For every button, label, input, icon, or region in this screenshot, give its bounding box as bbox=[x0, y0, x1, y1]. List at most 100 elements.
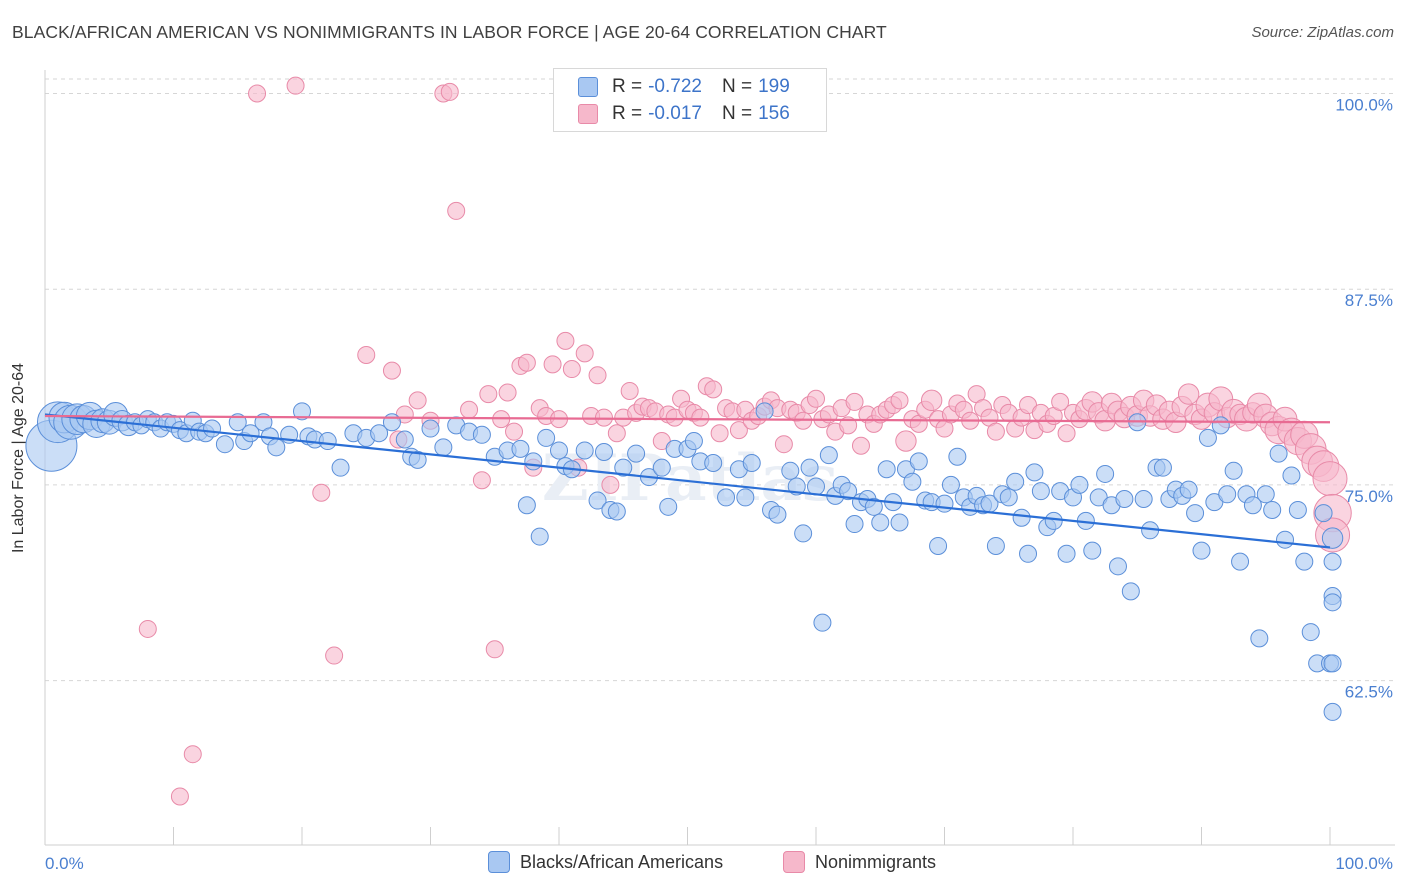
blue-point bbox=[999, 488, 1018, 507]
blue-point bbox=[1153, 458, 1172, 477]
blue-point bbox=[781, 461, 800, 480]
pink-point bbox=[505, 422, 524, 441]
pink-point bbox=[594, 408, 613, 427]
blue-point bbox=[704, 453, 723, 472]
x-tick-label: 0.0% bbox=[45, 854, 84, 873]
stats-legend-row-blue: R = -0.722 N = 199 bbox=[578, 75, 790, 99]
blue-point bbox=[1121, 582, 1140, 601]
blue-point bbox=[768, 505, 787, 524]
blue-point bbox=[717, 488, 736, 507]
blue-point bbox=[1295, 552, 1314, 571]
blue-point bbox=[370, 424, 389, 443]
blue-point bbox=[1179, 480, 1198, 499]
blue-point bbox=[1323, 552, 1342, 571]
pink-point bbox=[170, 787, 189, 806]
blue-point bbox=[524, 452, 543, 471]
blue-point bbox=[1057, 544, 1076, 563]
pink-point bbox=[408, 391, 427, 410]
blue-point bbox=[736, 488, 755, 507]
r-label: R = bbox=[612, 103, 643, 124]
blue-point bbox=[1231, 552, 1250, 571]
blue-point bbox=[1070, 475, 1089, 494]
pink-point bbox=[851, 436, 870, 455]
n-value: 156 bbox=[758, 103, 790, 124]
blue-point bbox=[948, 447, 967, 466]
blue-point bbox=[1263, 500, 1282, 519]
blue-point bbox=[659, 497, 678, 516]
pink-point bbox=[248, 84, 267, 103]
blue-point bbox=[575, 441, 594, 460]
blue-point bbox=[794, 524, 813, 543]
blue-point bbox=[382, 413, 401, 432]
blue-point bbox=[550, 441, 568, 460]
blue-point bbox=[331, 458, 350, 477]
pink-point bbox=[890, 391, 909, 410]
blue-point bbox=[1019, 544, 1038, 563]
series-legend: Blacks/African Americans Nonimmigrants bbox=[0, 851, 1406, 877]
blue-point bbox=[395, 430, 414, 449]
pink-point bbox=[325, 646, 344, 665]
blue-point bbox=[890, 513, 909, 532]
blue-point bbox=[1031, 482, 1050, 501]
blue-point bbox=[1108, 557, 1127, 576]
blue-point bbox=[1243, 496, 1262, 515]
blue-point bbox=[1282, 466, 1301, 485]
pink-point bbox=[472, 471, 491, 490]
stats-legend: R = -0.722 N = 199 R = -0.017 N = 156 bbox=[553, 68, 827, 132]
blue-point bbox=[864, 497, 883, 516]
pink-point bbox=[498, 383, 517, 402]
blue-swatch bbox=[578, 77, 598, 97]
pink-point bbox=[485, 640, 504, 659]
blue-point bbox=[1096, 464, 1115, 483]
blue-point bbox=[1256, 485, 1275, 504]
blue-point bbox=[909, 452, 928, 471]
blue-point bbox=[511, 439, 530, 458]
blue-point bbox=[871, 513, 890, 532]
x-tick-label: 100.0% bbox=[1335, 854, 1393, 873]
blue-point bbox=[652, 458, 671, 477]
blue-point bbox=[986, 536, 1005, 555]
blue-point bbox=[1012, 508, 1031, 527]
y-tick-label: 100.0% bbox=[1335, 95, 1393, 114]
pink-point bbox=[556, 331, 575, 350]
n-label: N = bbox=[721, 76, 753, 97]
blue-point bbox=[1323, 654, 1342, 673]
blue-point bbox=[1115, 489, 1134, 508]
blue-point bbox=[594, 443, 613, 462]
y-tick-label: 75.0% bbox=[1345, 487, 1393, 506]
blue-point bbox=[1288, 500, 1307, 519]
pink-point bbox=[1057, 424, 1076, 443]
blue-point bbox=[903, 472, 922, 491]
blue-point bbox=[929, 536, 948, 555]
pink-point bbox=[601, 475, 620, 494]
source-label: Source: ZipAtlas.com bbox=[1251, 24, 1394, 41]
pink-point bbox=[845, 392, 864, 411]
blue-point bbox=[807, 477, 825, 496]
pink-point bbox=[447, 201, 466, 220]
pink-point bbox=[562, 360, 581, 379]
blue-point bbox=[1269, 444, 1288, 463]
pink-point bbox=[517, 353, 536, 372]
blue-point bbox=[742, 453, 761, 472]
blue-point bbox=[472, 425, 491, 444]
blue-point bbox=[241, 424, 260, 443]
chart-title: BLACK/AFRICAN AMERICAN VS NONIMMIGRANTS … bbox=[12, 22, 887, 42]
pink-point bbox=[895, 430, 917, 452]
blue-swatch bbox=[488, 851, 510, 873]
pink-point bbox=[691, 408, 710, 427]
pink-point bbox=[440, 82, 459, 101]
blue-point bbox=[1323, 702, 1342, 721]
blue-point bbox=[1323, 593, 1342, 612]
legend-item-blacks: Blacks/African Americans bbox=[488, 851, 723, 873]
pink-point bbox=[704, 380, 723, 399]
y-tick-label: 87.5% bbox=[1345, 291, 1393, 310]
blue-point bbox=[267, 438, 286, 457]
pink-point bbox=[710, 424, 729, 443]
blue-point bbox=[1314, 504, 1333, 523]
pink-point bbox=[543, 355, 562, 374]
pink-point bbox=[460, 400, 479, 419]
pink-point bbox=[357, 345, 376, 364]
pink-point bbox=[1312, 461, 1348, 497]
blue-trend-line bbox=[44, 413, 1331, 549]
blue-point bbox=[627, 444, 646, 463]
